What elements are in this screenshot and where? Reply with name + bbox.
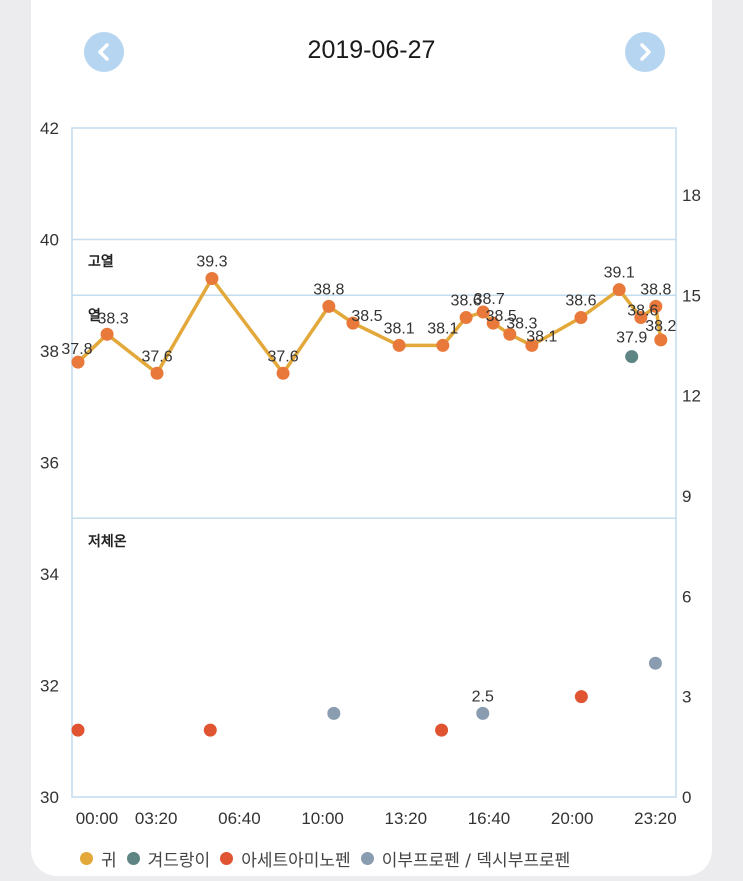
y-axis-tick-label: 34 [40, 565, 59, 584]
x-axis-tick-label: 10:00 [301, 809, 344, 828]
armpit-temp-point [625, 350, 639, 364]
data-label: 38.8 [640, 281, 671, 298]
y2-axis-tick-label: 15 [682, 286, 701, 305]
y-axis-tick-label: 38 [40, 342, 59, 361]
ear-temp-point [392, 338, 406, 352]
y2-axis-tick-label: 18 [682, 186, 701, 205]
x-axis-tick-label: 03:20 [135, 809, 178, 828]
y-axis-tick-label: 30 [40, 788, 59, 807]
y-axis-tick-label: 40 [40, 231, 59, 250]
y2-axis-tick-label: 3 [682, 688, 691, 707]
data-label: 37.8 [61, 341, 92, 358]
ear-temp-point [346, 316, 360, 330]
acetaminophen-dose-point [203, 723, 217, 737]
data-label: 37.6 [268, 348, 299, 365]
data-label: 38.3 [98, 310, 129, 327]
x-axis-tick-label: 06:40 [218, 809, 261, 828]
data-label: 38.3 [506, 315, 537, 332]
acetaminophen-dose-point [435, 723, 449, 737]
ibuprofen-dose-point [327, 706, 341, 720]
band-label: 고열 [88, 253, 114, 270]
ear-temp-point [436, 338, 450, 352]
chart-points [71, 272, 668, 737]
y2-axis-tick-label: 12 [682, 387, 701, 406]
legend-item-ear[interactable]: 귀 [80, 846, 117, 871]
data-label: 38.6 [451, 293, 482, 310]
ibuprofen-dose-point [476, 706, 490, 720]
data-label: 38.2 [645, 318, 676, 335]
data-label: 38.1 [526, 328, 557, 345]
legend-label: 겨드랑이 [147, 851, 211, 871]
x-axis-tick-label: 00:00 [76, 809, 119, 828]
chart-data-labels: 37.838.337.639.337.638.838.538.1 38.138.6… [61, 254, 676, 706]
ear-temp-point [150, 366, 164, 380]
data-label: 38.6 [627, 303, 658, 320]
legend-dot-ear [80, 852, 93, 865]
legend-dot-acetaminophen [220, 852, 234, 865]
y2-axis-tick-label: 9 [682, 487, 691, 506]
ear-temp-point [205, 272, 219, 286]
legend-dot-ibuprofen [360, 852, 374, 865]
ear-temp-point [634, 311, 648, 325]
data-label: 39.1 [604, 265, 635, 282]
legend-label: 아세트아미노펜 [241, 851, 351, 871]
ear-temp-point [525, 338, 539, 352]
chart-card [31, 0, 712, 876]
y-axis-tick-label: 32 [40, 677, 59, 696]
ear-temp-point [322, 299, 336, 313]
data-label: 2.5 [472, 688, 494, 705]
ear-temp-point [654, 333, 668, 347]
data-label: 38.6 [565, 293, 596, 310]
band-label: 저체온 [88, 534, 127, 550]
legend-label: 이부프로펜 / 덱시부프로펜 [381, 851, 571, 871]
ear-temp-point [459, 311, 473, 325]
data-label: 38.1 [427, 320, 458, 337]
y2-axis-tick-label: 6 [682, 587, 691, 606]
ear-temp-point [100, 327, 114, 341]
x-axis-tick-label: 20:00 [551, 809, 594, 828]
ear-temp-point [503, 327, 517, 341]
ear-temp-point [276, 366, 290, 380]
legend-item-ibuprofen[interactable]: 이부프로펜 / 덱시부프로펜 [360, 846, 571, 871]
data-label: 38.1 [384, 320, 415, 337]
data-label: 37.6 [141, 348, 172, 365]
data-label: 37.9 [616, 330, 647, 347]
ear-temp-point [71, 355, 85, 369]
chevron-left-icon [98, 43, 109, 61]
x-axis-tick-label: 13:20 [385, 809, 428, 828]
ibuprofen-dose-point [648, 656, 662, 670]
data-label: 38.5 [486, 308, 517, 325]
y-axis-tick-label: 36 [40, 454, 59, 473]
band-label: 열 [88, 307, 101, 324]
data-label: 39.3 [196, 254, 227, 271]
legend-item-armpit[interactable]: 겨드랑이 [126, 846, 211, 871]
y-axis-tick-label: 42 [40, 119, 59, 138]
legend-item-acetaminophen[interactable]: 아세트아미노펜 [220, 846, 351, 871]
data-label: 38.7 [474, 291, 505, 308]
acetaminophen-dose-point [574, 690, 588, 704]
chevron-right-icon [640, 43, 651, 61]
ear-temp-point [649, 299, 663, 313]
prev-day-button[interactable] [84, 32, 124, 72]
y2-axis-tick-label: 0 [682, 788, 691, 807]
plot-frame [71, 127, 677, 798]
acetaminophen-dose-point [71, 723, 85, 737]
data-label: 38.5 [351, 308, 382, 325]
data-label: 38.8 [313, 281, 344, 298]
x-axis-tick-label: 16:40 [468, 809, 511, 828]
ear-temp-point [612, 283, 626, 297]
ear-temp-point [476, 305, 490, 319]
legend-dot-armpit [126, 852, 140, 865]
date-title: 2019-06-27 [307, 36, 436, 64]
chart-legend: 귀 겨드랑이 아세트아미노펜 이부프로펜 / 덱시부프로펜 [80, 846, 580, 871]
ear-temp-point [486, 316, 500, 330]
legend-label: 귀 [101, 851, 117, 871]
next-day-button[interactable] [625, 32, 665, 72]
x-axis-tick-label: 23:20 [634, 809, 677, 828]
ear-temp-point [574, 311, 588, 325]
